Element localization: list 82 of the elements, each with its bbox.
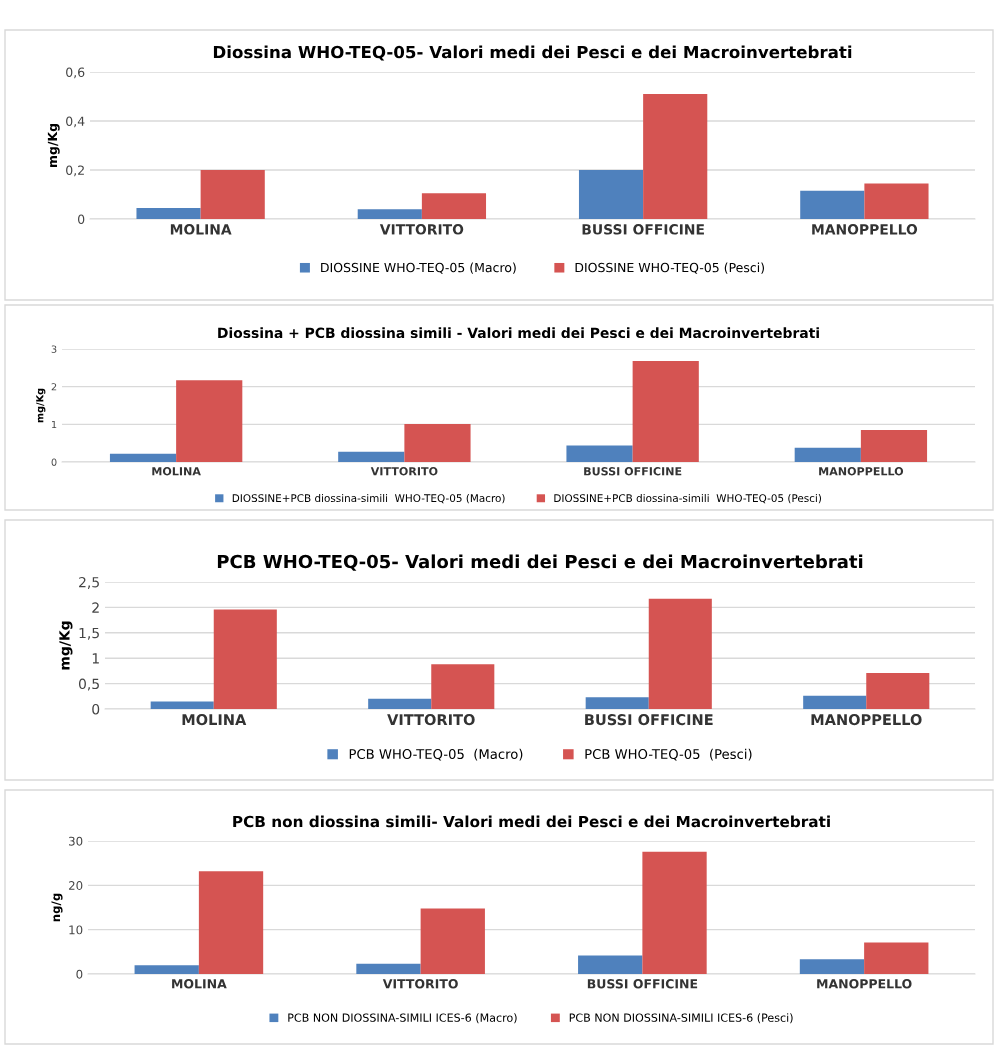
y-tick-label: 1 (52, 420, 57, 429)
x-tick-label: MANOPPELLO (812, 224, 918, 235)
x-tick-label: VITTORITO (387, 714, 475, 726)
legend-label: DIOSSINE WHO-TEQ-05 (Pesci) (575, 262, 764, 274)
bar (421, 193, 487, 219)
bar (176, 380, 243, 462)
chart-title: Diossina + PCB diossina simili - Valori medi dei Pesci e dei Macroinvertebrati (218, 327, 819, 339)
x-tick-label: VITTORITO (370, 467, 438, 476)
bar (420, 908, 485, 974)
bar (648, 598, 712, 709)
chart-title: PCB WHO-TEQ-05- Valori medi dei Pesci e dei Macroinvertebrati (217, 554, 863, 571)
bar (338, 451, 405, 462)
y-axis-title: mg/Kg (36, 388, 46, 423)
x-tick-label: MANOPPELLO (811, 714, 922, 726)
bar (642, 851, 707, 974)
bar (198, 871, 264, 974)
x-tick-label: VITTORITO (382, 979, 458, 989)
legend-label: PCB WHO-TEQ-05 (Macro) (349, 748, 523, 761)
y-tick-label: 2 (51, 383, 57, 391)
y-tick-label: 0,4 (66, 116, 85, 128)
chart-title: Diossina WHO-TEQ-05- Valori medi dei Pesci e dei Macroinvertebrati (213, 45, 852, 61)
bar (585, 697, 649, 709)
bar (357, 209, 422, 219)
x-tick-label: BUSSI OFFICINE (582, 224, 704, 235)
bar (368, 698, 432, 709)
bar (864, 942, 929, 974)
y-tick-label: 0,5 (78, 678, 99, 691)
y-tick-label: 0,6 (66, 67, 85, 79)
bar (578, 955, 643, 974)
bar (136, 207, 201, 219)
x-tick-label: BUSSI OFFICINE (585, 714, 713, 726)
legend-label: PCB NON DIOSSINA-SIMILI ICES-6 (Macro) (288, 1013, 517, 1024)
bar (803, 695, 867, 709)
y-tick-label: 0,2 (66, 165, 84, 177)
y-tick-label: 0 (78, 214, 85, 224)
y-tick-label: 10 (69, 925, 83, 935)
y-tick-label: 0 (51, 458, 57, 466)
bar (109, 453, 177, 462)
legend-label: DIOSSINE+PCB diossina-simili WHO-TEQ-05 (Macro) (232, 493, 505, 504)
bar (860, 429, 928, 462)
bar (200, 170, 265, 219)
x-tick-label: BUSSI OFFICINE (584, 467, 682, 476)
y-tick-label: 1,5 (79, 627, 99, 640)
bar (794, 447, 861, 462)
y-axis-title: mg/Kg (59, 621, 73, 670)
bar (150, 701, 214, 709)
x-tick-label: MOLINA (152, 467, 201, 476)
y-tick-label: 3 (51, 345, 57, 353)
y-tick-label: 0 (76, 969, 83, 979)
bar (431, 664, 495, 709)
bar (578, 170, 644, 219)
bar (866, 672, 930, 709)
bar (356, 963, 421, 974)
x-tick-label: MOLINA (182, 714, 247, 726)
x-tick-label: MOLINA (170, 224, 232, 235)
legend-label: DIOSSINE WHO-TEQ-05 (Macro) (321, 262, 516, 274)
x-tick-label: BUSSI OFFICINE (587, 979, 698, 989)
bar (864, 183, 929, 219)
y-tick-label: 2,5 (79, 576, 99, 589)
bar (134, 965, 199, 974)
y-tick-label: 30 (69, 836, 83, 846)
y-tick-label: 20 (68, 881, 83, 890)
chart-title: PCB non diossina simili- Valori medi dei Pesci e dei Macroinvertebrati (233, 815, 830, 828)
x-tick-label: MANOPPELLO (817, 979, 912, 989)
y-tick-label: 2 (92, 602, 99, 613)
y-tick-label: 0 (92, 703, 100, 715)
legend-label: DIOSSINE+PCB diossina-simili WHO-TEQ-05 (Pesci) (554, 493, 821, 504)
bar (643, 94, 708, 219)
bar (404, 423, 471, 462)
y-axis-title: ng/g (51, 893, 63, 922)
bar (566, 445, 633, 462)
y-tick-label: 1 (92, 653, 99, 664)
x-tick-label: VITTORITO (379, 224, 464, 235)
legend-label: PCB NON DIOSSINA-SIMILI ICES-6 (Pesci) (569, 1013, 793, 1024)
x-tick-label: MOLINA (172, 979, 227, 989)
x-tick-label: MANOPPELLO (819, 467, 904, 476)
bar (632, 361, 699, 462)
bar (799, 959, 865, 974)
y-axis-title: mg/Kg (47, 123, 60, 168)
bar (213, 609, 277, 709)
bar (800, 190, 865, 219)
legend-label: PCB WHO-TEQ-05 (Pesci) (585, 748, 752, 761)
